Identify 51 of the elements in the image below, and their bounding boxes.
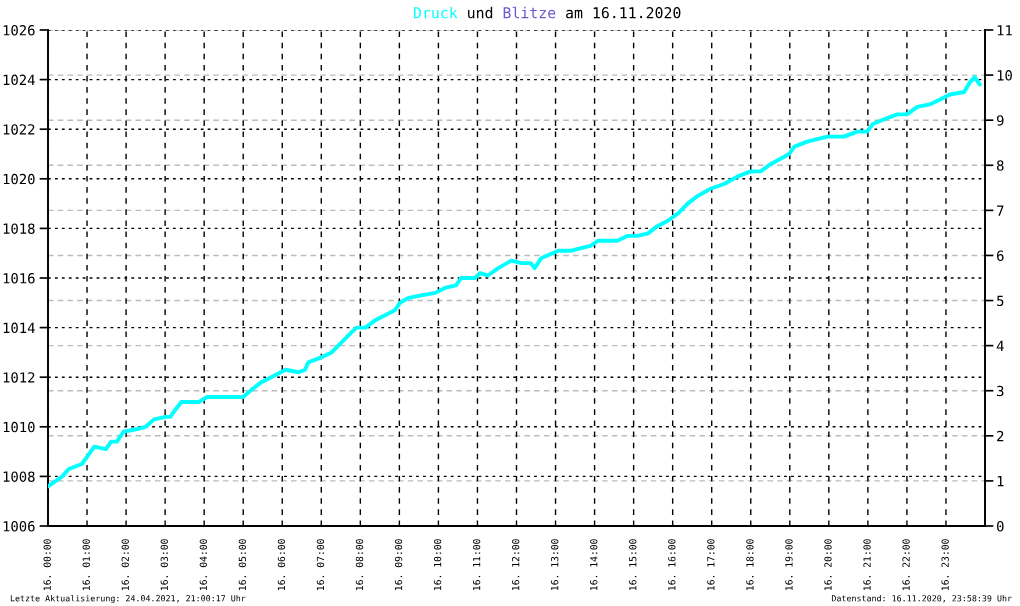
x-tick-label: 16. 02:00 [121,539,129,591]
y-tick-label: 1020 [3,173,35,185]
y-tick-label: 1010 [3,421,35,433]
x-tick-label: 16. 19:00 [785,539,793,591]
x-tick-label: 16. 14:00 [590,539,598,591]
y-tick-label: 1018 [3,223,35,234]
y2-tick-label: 4 [996,340,1004,351]
x-tick-label: 16. 03:00 [160,539,168,591]
x-tick-label: 16. 05:00 [238,539,247,591]
x-tick-label: 16. 15:00 [629,539,637,591]
y2-tick-label: 1 [997,476,1004,487]
y2-tick-label: 10 [997,70,1012,81]
x-tick-label: 16. 17:00 [707,539,715,591]
y-tick-label: 1022 [3,124,35,135]
y2-tick-label: 3 [997,385,1004,397]
x-tick-label: 16. 22:00 [902,539,910,591]
x-tick-label: 16. 07:00 [316,539,325,591]
y-tick-label: 1008 [3,471,35,482]
x-tick-label: 16. 11:00 [472,539,481,591]
x-tick-label: 16. 18:00 [746,539,754,591]
x-tick-label: 16. 08:00 [355,539,364,591]
text: Letzte Aktualisierung: 24.04.2021, 21:00:17 Uhr [10,594,246,604]
x-tick-label: 16. 21:00 [863,539,871,591]
chart-title: Druck und Blitze am 16.11.2020 [413,6,681,19]
y2-tick-label: 7 [997,205,1004,216]
x-tick-label: 16. 01:00 [82,539,90,591]
y2-tick-label: 2 [997,430,1004,442]
x-tick-label: 16. 04:00 [199,539,208,591]
y2-tick-label: 6 [997,250,1004,261]
y-tick-label: 1006 [3,521,35,532]
y2-tick-label: 0 [997,521,1004,532]
y2-tick-label: 11 [997,25,1012,36]
text: Datenstand: 16.11.2020, 23:58:39 Uhr [831,594,1012,603]
y-tick-label: 1016 [3,273,35,284]
x-tick-label: 16. 16:00 [668,539,676,591]
x-tick-label: 16. 20:00 [824,539,832,591]
x-tick-label: 16. 00:00 [43,539,51,591]
y-tick-label: 1026 [3,25,35,36]
x-tick-label: 16. 06:00 [277,539,286,591]
x-tick-label: 16. 12:00 [511,539,520,591]
x-tick-label: 16. 23:00 [941,539,949,591]
y2-tick-label: 9 [996,115,1004,126]
x-tick-label: 16. 13:00 [551,539,559,591]
x-tick-label: 16. 10:00 [433,539,442,591]
y-tick-label: 1012 [3,372,35,383]
y2-tick-label: 8 [997,160,1004,171]
y2-tick-label: 5 [997,295,1004,307]
y-tick-label: 1014 [3,322,35,334]
line-series [48,75,982,489]
x-tick-label: 16. 09:00 [394,539,403,591]
y-tick-label: 1024 [3,74,35,86]
